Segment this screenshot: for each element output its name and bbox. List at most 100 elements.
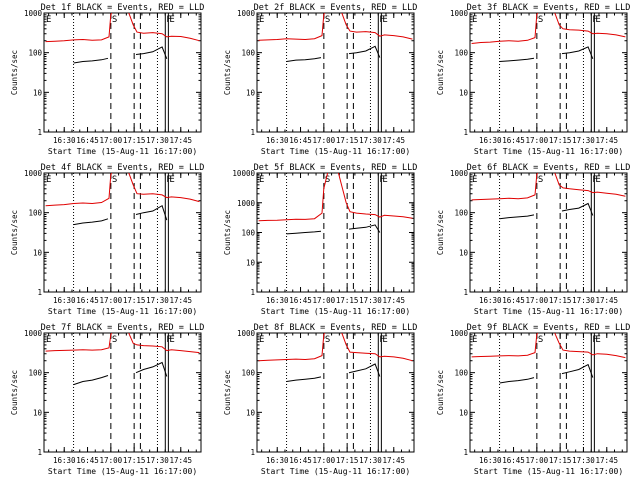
y-axis-label: Counts/sec (223, 50, 232, 95)
y-axis-label: Counts/sec (436, 370, 445, 415)
y-tick-label: 1 (250, 288, 255, 297)
x-tick-label: 17:30 (359, 136, 382, 145)
y-axis-label: Counts/sec (436, 210, 445, 255)
panel-3: Det 3f BLACK = Events, RED = LLD Counts/s… (436, 3, 630, 156)
y-tick-label: 1000 (450, 169, 469, 178)
marker-label-e-end: E (382, 175, 387, 185)
x-tick-label: 17:45 (169, 136, 192, 145)
marker-label-e-end: E (169, 175, 174, 185)
x-tick-label: 16:30 (53, 136, 76, 145)
panel-2: Det 2f BLACK = Events, RED = LLD Counts/s… (223, 3, 417, 156)
marker-label-e-start: E (259, 175, 264, 185)
y-tick-label: 10 (459, 88, 469, 97)
x-tick-label: 16:30 (479, 296, 502, 305)
x-axis-label: Start Time (15-Aug-11 16:17:00) (261, 307, 410, 316)
x-tick-label: 17:00 (313, 136, 336, 145)
marker-label-e-end: E (595, 335, 600, 345)
x-tick-label: 17:45 (169, 296, 192, 305)
marker-label-e-start: E (472, 335, 477, 345)
x-tick-label: 17:00 (100, 456, 123, 465)
y-tick-label: 10 (459, 248, 469, 257)
marker-label-s: S (538, 335, 543, 345)
x-tick-label: 17:00 (100, 136, 123, 145)
marker-label-e-end: E (382, 15, 387, 25)
y-tick-label: 1000 (24, 169, 43, 178)
panel-8: Det 8f BLACK = Events, RED = LLD Counts/s… (223, 323, 417, 476)
y-tick-label: 10 (246, 408, 256, 417)
x-tick-label: 17:30 (146, 456, 169, 465)
series-line-events (499, 202, 594, 220)
plot-frame (43, 172, 202, 293)
panel-title: Det 9f BLACK = Events, RED = LLD (467, 323, 631, 333)
y-tick-label: 1 (37, 288, 42, 297)
panel-6: Det 6f BLACK = Events, RED = LLD Counts/s… (436, 163, 631, 316)
panel-title: Det 4f BLACK = Events, RED = LLD (41, 163, 205, 173)
marker-label-f: F (379, 15, 384, 25)
marker-label-s: S (325, 335, 330, 345)
y-tick-label: 10000 (232, 169, 255, 178)
x-tick-label: 16:45 (502, 296, 525, 305)
x-tick-label: 17:45 (382, 456, 405, 465)
x-tick-label: 16:45 (289, 136, 312, 145)
plot-frame (256, 172, 415, 293)
y-tick-label: 10 (33, 248, 43, 257)
x-tick-label: 17:15 (549, 136, 572, 145)
x-tick-label: 17:45 (595, 456, 618, 465)
marker-label-s: S (538, 175, 543, 185)
series-line-events (499, 46, 594, 62)
x-tick-label: 17:30 (359, 456, 382, 465)
y-tick-label: 1000 (24, 329, 43, 338)
marker-label-s: S (112, 335, 117, 345)
panel-1: Det 1f BLACK = Events, RED = LLD Counts/s… (10, 3, 205, 156)
x-axis-label: Start Time (15-Aug-11 16:17:00) (474, 307, 623, 316)
panel-title: Det 5f BLACK = Events, RED = LLD (254, 163, 418, 173)
x-tick-label: 17:00 (526, 136, 549, 145)
y-tick-label: 100 (241, 229, 255, 238)
panel-9: Det 9f BLACK = Events, RED = LLD Counts/s… (436, 323, 631, 476)
panel-title: Det 1f BLACK = Events, RED = LLD (41, 3, 205, 13)
marker-label-e-end: E (595, 15, 600, 25)
y-tick-label: 100 (241, 49, 255, 58)
y-tick-label: 1 (250, 128, 255, 137)
x-axis-label: Start Time (15-Aug-11 16:17:00) (48, 307, 197, 316)
marker-label-f: F (166, 175, 171, 185)
panel-title: Det 7f BLACK = Events, RED = LLD (41, 323, 205, 333)
x-tick-label: 17:45 (382, 296, 405, 305)
y-tick-label: 100 (28, 49, 42, 58)
y-tick-label: 10 (459, 408, 469, 417)
y-tick-label: 10 (33, 88, 43, 97)
y-axis-label: Counts/sec (223, 210, 232, 255)
x-tick-label: 17:45 (169, 456, 192, 465)
series-line-events (73, 46, 168, 64)
y-tick-label: 1 (37, 128, 42, 137)
x-tick-label: 17:00 (526, 456, 549, 465)
marker-label-e-end: E (382, 335, 387, 345)
x-tick-label: 16:45 (502, 136, 525, 145)
y-tick-label: 100 (241, 369, 255, 378)
y-tick-label: 1000 (450, 9, 469, 18)
x-axis-label: Start Time (15-Aug-11 16:17:00) (48, 147, 197, 156)
y-axis-label: Counts/sec (223, 370, 232, 415)
y-tick-label: 100 (454, 49, 468, 58)
marker-label-e-start: E (472, 175, 477, 185)
y-tick-label: 10 (33, 408, 43, 417)
y-tick-label: 100 (28, 209, 42, 218)
y-tick-label: 10 (246, 258, 256, 267)
x-tick-label: 16:45 (76, 456, 99, 465)
x-axis-label: Start Time (15-Aug-11 16:17:00) (48, 467, 197, 476)
y-tick-label: 1 (37, 448, 42, 457)
marker-label-s: S (112, 15, 117, 25)
x-tick-label: 16:30 (53, 296, 76, 305)
x-tick-label: 16:30 (53, 456, 76, 465)
x-tick-label: 17:30 (146, 296, 169, 305)
panel-title: Det 6f BLACK = Events, RED = LLD (467, 163, 631, 173)
x-tick-label: 17:15 (123, 136, 146, 145)
series-line-lld (258, 333, 413, 362)
x-axis-label: Start Time (15-Aug-11 16:17:00) (474, 467, 623, 476)
marker-label-s: S (538, 15, 543, 25)
x-tick-label: 17:15 (123, 296, 146, 305)
y-axis-label: Counts/sec (10, 210, 19, 255)
x-tick-label: 16:45 (76, 136, 99, 145)
y-tick-label: 1000 (237, 9, 256, 18)
